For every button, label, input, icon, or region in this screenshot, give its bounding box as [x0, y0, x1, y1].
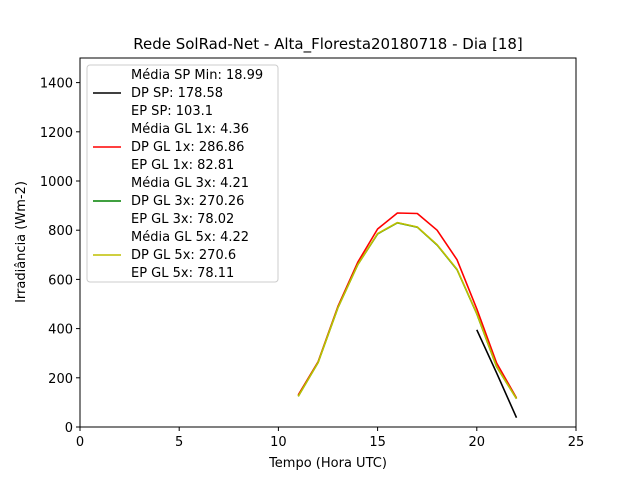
legend-entry-text: DP GL 3x: 270.26: [131, 194, 244, 209]
y-tick-label: 1400: [40, 77, 73, 92]
x-tick-label: 5: [175, 435, 183, 450]
legend-entry-text: Média GL 3x: 4.21: [131, 176, 249, 191]
legend-entry-text: Média GL 5x: 4.22: [131, 230, 249, 245]
legend-entry-text: EP SP: 103.1: [131, 104, 213, 119]
legend-entry-text: EP GL 1x: 82.81: [131, 158, 234, 173]
legend-box: [86, 64, 279, 283]
x-tick-label: 15: [369, 435, 386, 450]
legend-entry-text: DP GL 5x: 270.6: [131, 248, 236, 263]
y-tick-label: 200: [48, 372, 73, 387]
x-tick-label: 20: [469, 435, 486, 450]
y-tick-label: 400: [48, 323, 73, 338]
y-tick-label: 600: [48, 273, 73, 288]
y-tick-label: 1000: [40, 175, 73, 190]
legend-entry-text: DP GL 1x: 286.86: [131, 140, 244, 155]
legend-entry-text: EP GL 5x: 78.11: [131, 266, 234, 281]
legend-entry-text: Média GL 1x: 4.36: [131, 122, 249, 137]
y-tick-label: 800: [48, 224, 73, 239]
x-tick-label: 0: [76, 435, 84, 450]
series-layer: [297, 212, 518, 419]
x-axis-label: Tempo (Hora UTC): [268, 456, 387, 471]
axes-layer: 0 5 10 15 20 25 0 200 400 600 800 1000 1200 1400: [40, 77, 584, 450]
y-axis-label: Irradiância (Wm-2): [14, 181, 29, 303]
legend-entry-text: DP SP: 178.58: [131, 86, 223, 101]
legend: Média SP Min: 18.99 DP SP: 178.58 EP SP: 1…: [86, 64, 279, 283]
legend-entry-text: Média SP Min: 18.99: [131, 68, 263, 83]
y-tick-label: 0: [65, 421, 73, 436]
series-line-0: [476, 329, 518, 419]
series-line-3: [297, 221, 518, 400]
legend-entry-text: EP GL 3x: 78.02: [131, 212, 234, 227]
y-tick-label: 1200: [40, 126, 73, 141]
x-tick-label: 10: [270, 435, 287, 450]
plot-frame: [79, 57, 577, 428]
x-tick-label: 25: [568, 435, 585, 450]
chart-title: Rede SolRad-Net - Alta_Floresta20180718 …: [133, 35, 523, 54]
